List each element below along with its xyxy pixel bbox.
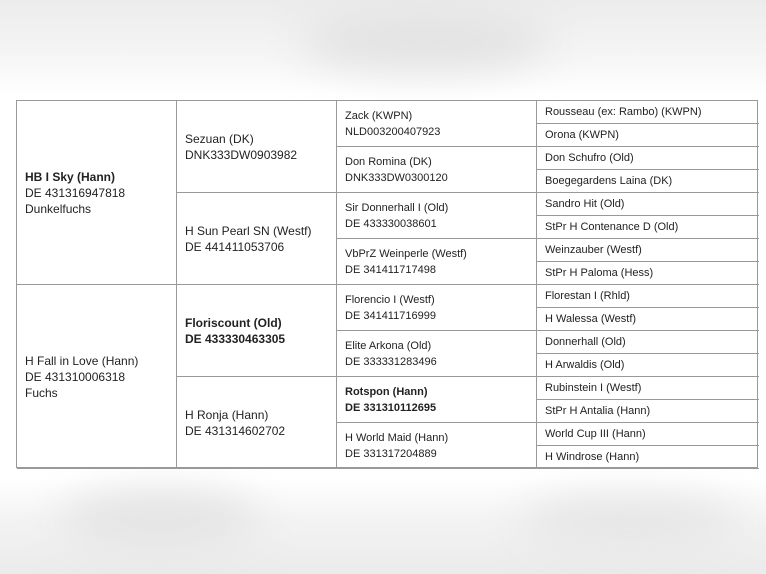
great-great-grandparent-cell: H Arwaldis (Old) bbox=[537, 354, 759, 377]
great-grandparent-cell: Zack (KWPN) NLD003200407923 bbox=[337, 101, 537, 147]
great-great-grandparent-cell: H Walessa (Westf) bbox=[537, 308, 759, 331]
horse-name: H Fall in Love (Hann) bbox=[25, 353, 139, 368]
great-great-grandparent-cell: Orona (KWPN) bbox=[537, 124, 759, 147]
horse-id: DE 333331283496 bbox=[345, 355, 437, 368]
great-great-grandparent-cell: Weinzauber (Westf) bbox=[537, 239, 759, 262]
great-grandparent-cell: Sir Donnerhall I (Old) DE 433330038601 bbox=[337, 193, 537, 239]
horse-name: Zack (KWPN) bbox=[345, 109, 413, 122]
great-great-grandparent-cell: StPr H Paloma (Hess) bbox=[537, 262, 759, 285]
horse-id: DE 431316947818 bbox=[25, 185, 126, 200]
great-great-grandparent-cell: Rousseau (ex: Rambo) (KWPN) bbox=[537, 101, 759, 124]
horse-name: Sandro Hit (Old) bbox=[545, 198, 625, 210]
sire-cell: HB I Sky (Hann) DE 431316947818 Dunkelfuch… bbox=[17, 101, 177, 285]
horse-name: H Sun Pearl SN (Westf) bbox=[185, 223, 312, 238]
horse-name: Orona (KWPN) bbox=[545, 129, 619, 141]
horse-name: H Arwaldis (Old) bbox=[545, 359, 625, 371]
great-great-grandparent-cell: StPr H Antalia (Hann) bbox=[537, 400, 759, 423]
horse-id: DE 433330463305 bbox=[185, 331, 286, 346]
pedigree-table: HB I Sky (Hann) DE 431316947818 Dunkelfuch… bbox=[16, 100, 759, 469]
grandparent-cell: H Sun Pearl SN (Westf) DE 441411053706 bbox=[177, 193, 337, 285]
horse-name: Weinzauber (Westf) bbox=[545, 244, 642, 256]
great-great-grandparent-cell: Florestan I (Rhld) bbox=[537, 285, 759, 308]
background-blur bbox=[60, 490, 260, 550]
horse-name: Rubinstein I (Westf) bbox=[545, 382, 642, 394]
horse-name: Floriscount (Old) bbox=[185, 315, 282, 330]
horse-name: StPr H Contenance D (Old) bbox=[545, 221, 679, 233]
horse-id: DNK333DW0300120 bbox=[345, 171, 448, 184]
horse-id: DE 341411716999 bbox=[345, 309, 436, 322]
horse-name: Florencio I (Westf) bbox=[345, 293, 435, 306]
horse-id: DE 431310006318 bbox=[25, 369, 126, 384]
great-great-grandparent-cell: Donnerhall (Old) bbox=[537, 331, 759, 354]
grandparent-cell: Sezuan (DK) DNK333DW0903982 bbox=[177, 101, 337, 193]
horse-name: VbPrZ Weinperle (Westf) bbox=[345, 247, 467, 260]
horse-id: NLD003200407923 bbox=[345, 125, 441, 138]
horse-name: H Windrose (Hann) bbox=[545, 451, 640, 463]
horse-name: H Walessa (Westf) bbox=[545, 313, 637, 325]
great-great-grandparent-cell: H Windrose (Hann) bbox=[537, 446, 759, 469]
great-grandparent-cell: VbPrZ Weinperle (Westf) DE 341411717498 bbox=[337, 239, 537, 285]
great-grandparent-cell: Rotspon (Hann) DE 331310112695 bbox=[337, 377, 537, 423]
great-great-grandparent-cell: StPr H Contenance D (Old) bbox=[537, 216, 759, 239]
horse-name: H Ronja (Hann) bbox=[185, 407, 269, 422]
great-grandparent-cell: H World Maid (Hann) DE 331317204889 bbox=[337, 423, 537, 469]
grandparent-cell: Floriscount (Old) DE 433330463305 bbox=[177, 285, 337, 377]
great-great-grandparent-cell: Rubinstein I (Westf) bbox=[537, 377, 759, 400]
horse-name: Florestan I (Rhld) bbox=[545, 290, 630, 302]
great-grandparent-cell: Elite Arkona (Old) DE 333331283496 bbox=[337, 331, 537, 377]
horse-name: World Cup III (Hann) bbox=[545, 428, 646, 440]
horse-name: Rotspon (Hann) bbox=[345, 385, 428, 398]
horse-color: Fuchs bbox=[25, 385, 58, 400]
horse-name: HB I Sky (Hann) bbox=[25, 169, 116, 184]
horse-id: DE 341411717498 bbox=[345, 263, 436, 276]
horse-name: Sir Donnerhall I (Old) bbox=[345, 201, 449, 214]
horse-name: Sezuan (DK) bbox=[185, 131, 254, 146]
great-great-grandparent-cell: World Cup III (Hann) bbox=[537, 423, 759, 446]
horse-id: DE 331317204889 bbox=[345, 447, 437, 460]
great-great-grandparent-cell: Don Schufro (Old) bbox=[537, 147, 759, 170]
horse-id: DE 441411053706 bbox=[185, 239, 285, 254]
great-great-grandparent-cell: Sandro Hit (Old) bbox=[537, 193, 759, 216]
horse-name: Elite Arkona (Old) bbox=[345, 339, 432, 352]
horse-name: Don Romina (DK) bbox=[345, 155, 432, 168]
horse-id: DE 431314602702 bbox=[185, 423, 286, 438]
horse-name: Donnerhall (Old) bbox=[545, 336, 626, 348]
horse-name: Boegegardens Laina (DK) bbox=[545, 175, 673, 187]
great-grandparent-cell: Florencio I (Westf) DE 341411716999 bbox=[337, 285, 537, 331]
horse-id: DE 433330038601 bbox=[345, 217, 437, 230]
horse-name: StPr H Antalia (Hann) bbox=[545, 405, 651, 417]
horse-name: StPr H Paloma (Hess) bbox=[545, 267, 654, 279]
great-great-grandparent-cell: Boegegardens Laina (DK) bbox=[537, 170, 759, 193]
horse-id: DNK333DW0903982 bbox=[185, 147, 298, 162]
horse-id: DE 331310112695 bbox=[345, 401, 437, 414]
grandparent-cell: H Ronja (Hann) DE 431314602702 bbox=[177, 377, 337, 469]
background-blur bbox=[520, 495, 740, 550]
horse-name: Rousseau (ex: Rambo) (KWPN) bbox=[545, 106, 702, 118]
horse-name: Don Schufro (Old) bbox=[545, 152, 634, 164]
horse-color: Dunkelfuchs bbox=[25, 201, 92, 216]
great-grandparent-cell: Don Romina (DK) DNK333DW0300120 bbox=[337, 147, 537, 193]
background-blur bbox=[300, 10, 550, 70]
horse-name: H World Maid (Hann) bbox=[345, 431, 449, 444]
dam-cell: H Fall in Love (Hann) DE 431310006318 Fuch… bbox=[17, 285, 177, 469]
